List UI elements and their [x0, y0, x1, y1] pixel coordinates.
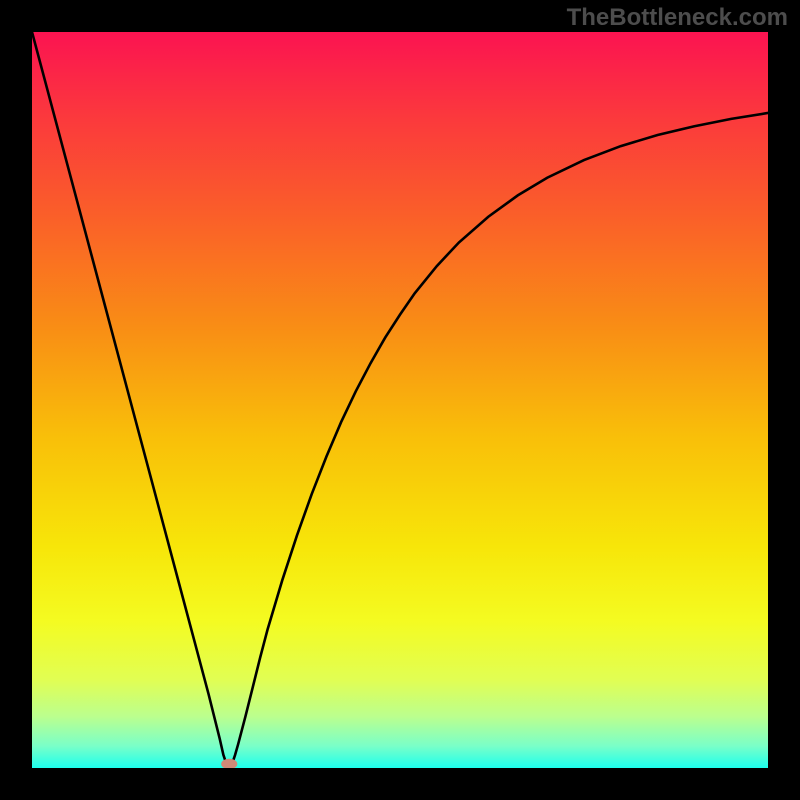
- plot-area: [32, 32, 768, 768]
- watermark-text: TheBottleneck.com: [567, 4, 788, 32]
- plot-svg: [32, 32, 768, 768]
- gradient-background: [32, 32, 768, 768]
